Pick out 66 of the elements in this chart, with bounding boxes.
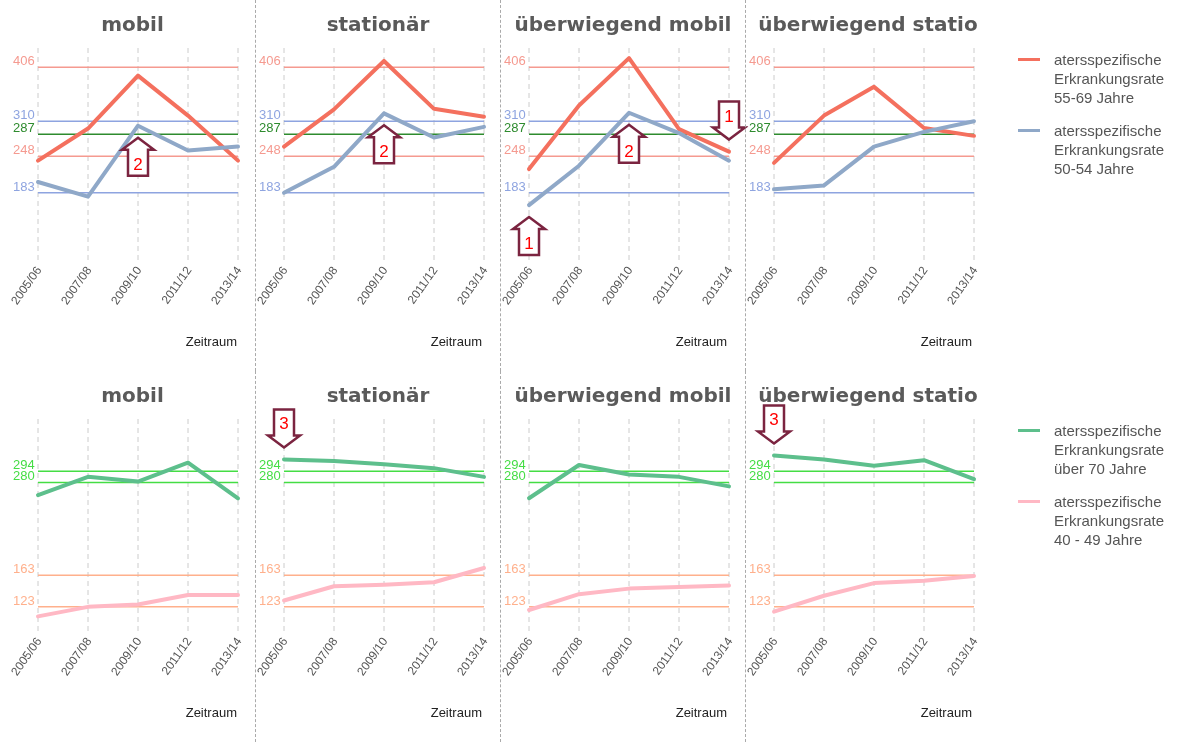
ref-line-label: 287 <box>749 120 771 136</box>
x-axis-title: Zeitraum <box>185 705 237 720</box>
arrow-icon: 1 <box>509 215 549 257</box>
ref-line-label: 310 <box>259 107 281 123</box>
chart-title: mobil <box>100 382 165 407</box>
legend-label: atersspezifische Erkrankungsrate über 70 Jahre <box>1054 421 1166 478</box>
arrow-icon: 3 <box>264 408 304 449</box>
ref-line-label: 163 <box>749 561 771 577</box>
annotation: 3 <box>279 414 289 434</box>
ref-line-label: 287 <box>13 120 35 136</box>
ref-line-label: 123 <box>749 592 771 608</box>
chart-title: stationär <box>325 382 431 407</box>
x-axis-title: Zeitraum <box>675 334 727 349</box>
x-axis-title: Zeitraum <box>675 705 727 720</box>
ref-line-label: 287 <box>504 120 526 136</box>
ref-line-label: 163 <box>504 561 526 577</box>
legend-label: atersspezifische Erkrankungsrate 40 - 49 Jahre <box>1054 492 1166 549</box>
legend-label: atersspezifische Erkrankungsrate 55-69 Jahre <box>1054 50 1166 107</box>
ref-line-label: 183 <box>749 178 771 194</box>
ref-line-label: 123 <box>13 592 35 608</box>
chart-title: überwiegend mobil <box>513 382 733 407</box>
chart-title: überwiegend statio <box>757 11 979 36</box>
ref-line-label: 310 <box>504 107 526 123</box>
ref-line-label: 248 <box>13 142 35 158</box>
ref-line-label: 248 <box>259 142 281 158</box>
ref-line-label: 123 <box>504 592 526 608</box>
ref-line-label: 248 <box>504 142 526 158</box>
ref-line-label: 280 <box>504 468 526 484</box>
ref-line-label: 406 <box>13 53 35 69</box>
chart-title: überwiegend mobil <box>513 11 733 36</box>
annotation: 2 <box>133 154 143 174</box>
annotation: 1 <box>724 106 734 126</box>
x-axis-title: Zeitraum <box>430 705 482 720</box>
annotation: 1 <box>524 234 534 254</box>
ref-line-label: 406 <box>749 53 771 69</box>
ref-line-label: 406 <box>259 53 281 69</box>
ref-line-label: 406 <box>504 53 526 69</box>
ref-line-label: 310 <box>749 107 771 123</box>
ref-line-label: 123 <box>259 592 281 608</box>
ref-line-label: 163 <box>13 561 35 577</box>
chart-title: überwiegend statio <box>757 382 979 407</box>
annotation: 2 <box>624 141 634 161</box>
ref-line-label: 163 <box>259 561 281 577</box>
arrow-icon: 3 <box>754 404 794 446</box>
x-axis-title: Zeitraum <box>430 334 482 349</box>
x-axis-title: Zeitraum <box>920 705 972 720</box>
ref-line-label: 280 <box>749 468 771 484</box>
ref-line-label: 248 <box>749 142 771 158</box>
ref-line-label: 280 <box>13 468 35 484</box>
x-axis-title: Zeitraum <box>185 334 237 349</box>
arrow-icon: 1 <box>709 100 749 142</box>
ref-line-label: 183 <box>259 178 281 194</box>
arrow-icon: 2 <box>609 123 649 164</box>
arrow-icon: 2 <box>364 123 404 165</box>
chart-title: stationär <box>325 11 431 36</box>
annotation: 3 <box>769 410 779 430</box>
chart-title: mobil <box>100 11 165 36</box>
arrow-icon: 2 <box>118 136 158 177</box>
x-axis-title: Zeitraum <box>920 334 972 349</box>
annotation: 2 <box>379 142 389 162</box>
ref-line-label: 280 <box>259 468 281 484</box>
ref-line-label: 183 <box>504 178 526 194</box>
ref-line-label: 287 <box>259 120 281 136</box>
legend-label: atersspezifische Erkrankungsrate 50-54 Jahre <box>1054 121 1166 178</box>
ref-line-label: 183 <box>13 178 35 194</box>
ref-line-label: 310 <box>13 107 35 123</box>
